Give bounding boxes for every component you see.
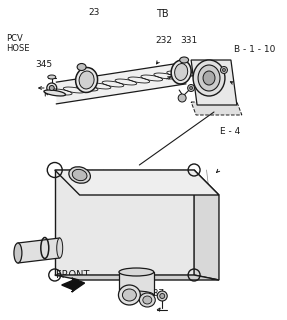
Ellipse shape [174,64,188,80]
Ellipse shape [171,60,191,84]
Ellipse shape [57,238,63,258]
Polygon shape [194,170,219,280]
Ellipse shape [143,296,152,304]
Text: 331: 331 [180,36,197,44]
Ellipse shape [160,293,165,299]
Text: B - 1 - 10: B - 1 - 10 [234,45,276,54]
Ellipse shape [44,90,65,96]
Polygon shape [191,102,242,115]
Text: 232: 232 [156,36,173,44]
Ellipse shape [157,291,167,301]
Ellipse shape [49,85,54,91]
Text: 287: 287 [147,289,164,298]
Text: 23: 23 [89,8,100,17]
Text: PCV
HOSE: PCV HOSE [6,34,29,53]
Polygon shape [62,278,85,292]
Ellipse shape [188,84,195,92]
Polygon shape [57,62,186,104]
Polygon shape [119,272,154,295]
Ellipse shape [198,65,220,91]
Ellipse shape [119,268,154,276]
Text: 26: 26 [124,281,136,290]
Ellipse shape [173,70,195,76]
Ellipse shape [14,243,22,263]
Ellipse shape [220,67,227,74]
Polygon shape [18,238,60,263]
Ellipse shape [119,285,140,305]
Text: TB: TB [156,9,168,20]
Polygon shape [55,170,219,195]
Polygon shape [191,60,237,105]
Ellipse shape [178,94,186,102]
Ellipse shape [75,68,98,92]
Text: FRONT: FRONT [56,269,89,280]
Text: 345: 345 [36,60,53,68]
Ellipse shape [180,57,189,63]
Ellipse shape [222,68,226,71]
Text: E - 4: E - 4 [220,127,240,136]
Ellipse shape [47,83,57,93]
Ellipse shape [190,86,193,90]
Ellipse shape [69,167,90,183]
Ellipse shape [77,63,86,70]
Polygon shape [55,170,194,275]
Ellipse shape [203,71,215,85]
Ellipse shape [119,291,154,299]
Polygon shape [55,275,219,280]
Ellipse shape [79,71,94,89]
Ellipse shape [123,289,136,301]
Ellipse shape [193,60,225,96]
Ellipse shape [139,293,155,307]
Ellipse shape [48,75,56,79]
Ellipse shape [72,169,87,181]
